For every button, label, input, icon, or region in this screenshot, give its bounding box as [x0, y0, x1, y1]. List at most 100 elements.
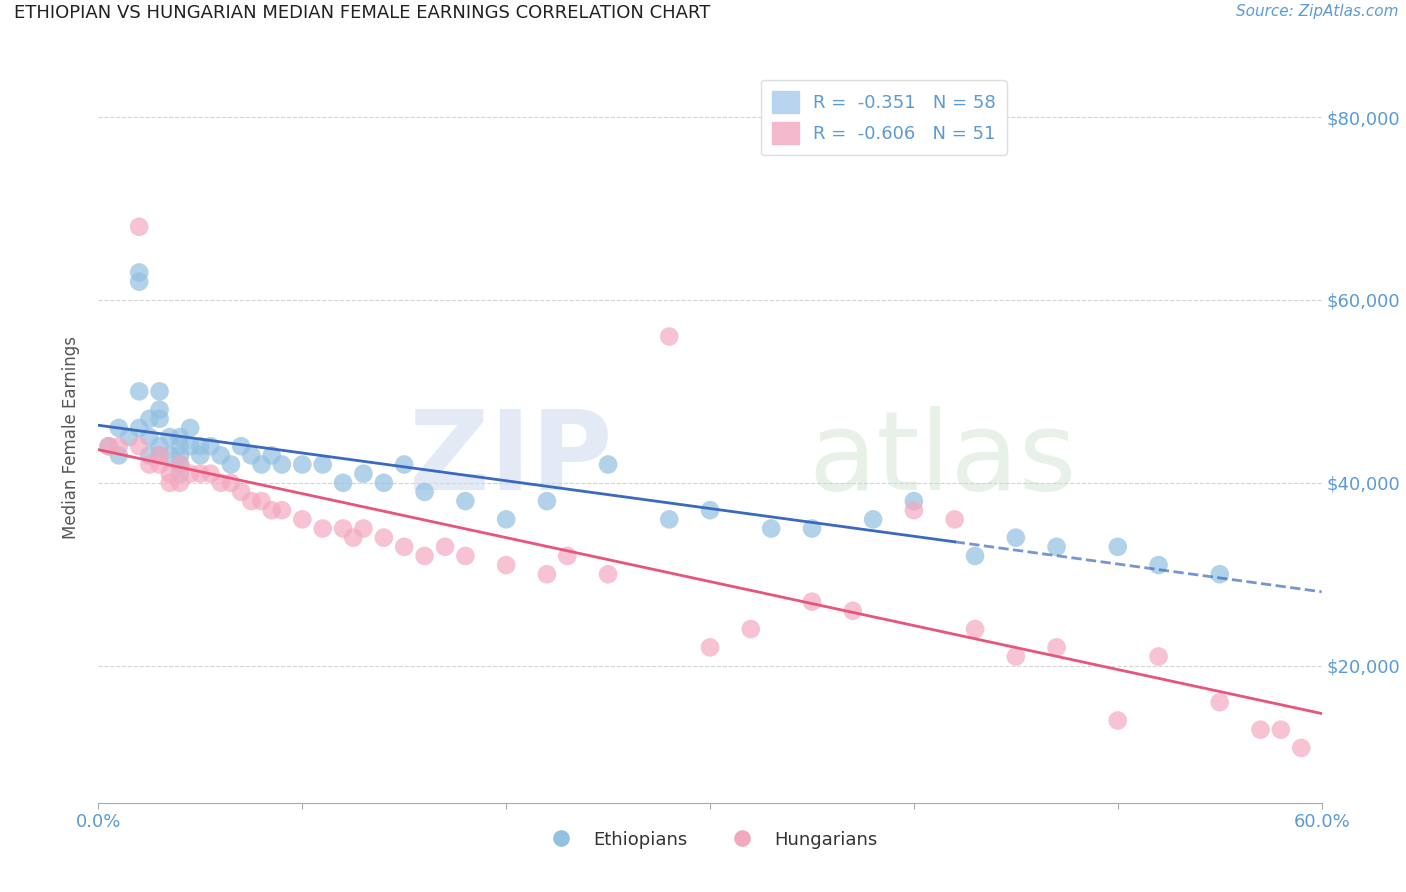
Point	[1045, 640, 1069, 655]
Point	[841, 604, 863, 618]
Point	[108, 421, 131, 435]
Point	[138, 430, 160, 444]
Text: Source: ZipAtlas.com: Source: ZipAtlas.com	[1236, 4, 1399, 20]
Text: ETHIOPIAN VS HUNGARIAN MEDIAN FEMALE EARNINGS CORRELATION CHART: ETHIOPIAN VS HUNGARIAN MEDIAN FEMALE EAR…	[14, 4, 710, 22]
Point	[965, 622, 987, 636]
Point	[169, 458, 191, 472]
Point	[536, 567, 558, 582]
Point	[373, 475, 395, 490]
Point	[495, 512, 517, 526]
Point	[149, 448, 172, 462]
Point	[128, 384, 150, 399]
Point	[270, 458, 294, 472]
Point	[801, 521, 824, 535]
Point	[209, 448, 232, 462]
Point	[128, 439, 150, 453]
Point	[231, 439, 253, 453]
Point	[149, 412, 172, 426]
Point	[352, 521, 374, 535]
Point	[128, 421, 150, 435]
Point	[454, 494, 477, 508]
Point	[1291, 740, 1313, 755]
Point	[291, 458, 314, 472]
Point	[699, 640, 721, 655]
Point	[392, 458, 416, 472]
Point	[658, 512, 681, 526]
Point	[149, 402, 172, 417]
Point	[260, 448, 283, 462]
Point	[138, 412, 160, 426]
Point	[138, 448, 160, 462]
Point	[97, 439, 120, 453]
Point	[801, 594, 824, 608]
Point	[231, 485, 253, 500]
Point	[1209, 695, 1232, 709]
Point	[250, 458, 273, 472]
Point	[434, 540, 457, 554]
Point	[658, 329, 681, 343]
Point	[557, 549, 579, 563]
Point	[1107, 540, 1129, 554]
Point	[179, 467, 201, 481]
Point	[159, 430, 181, 444]
Point	[118, 430, 141, 444]
Point	[495, 558, 517, 573]
Point	[188, 439, 212, 453]
Point	[169, 475, 191, 490]
Point	[179, 421, 201, 435]
Point	[903, 503, 925, 517]
Point	[413, 485, 436, 500]
Point	[1147, 558, 1170, 573]
Point	[200, 439, 222, 453]
Point	[149, 384, 172, 399]
Point	[219, 458, 242, 472]
Text: atlas: atlas	[808, 406, 1077, 513]
Legend: Ethiopians, Hungarians: Ethiopians, Hungarians	[536, 823, 884, 856]
Point	[240, 448, 263, 462]
Point	[312, 458, 335, 472]
Point	[862, 512, 884, 526]
Point	[1004, 531, 1026, 545]
Point	[332, 521, 354, 535]
Point	[291, 512, 314, 526]
Point	[699, 503, 721, 517]
Point	[260, 503, 283, 517]
Point	[352, 467, 374, 481]
Point	[413, 549, 436, 563]
Point	[188, 448, 212, 462]
Point	[454, 549, 477, 563]
Point	[598, 458, 620, 472]
Point	[209, 475, 232, 490]
Point	[1147, 649, 1170, 664]
Point	[240, 494, 263, 508]
Point	[149, 458, 172, 472]
Point	[200, 467, 222, 481]
Point	[108, 448, 131, 462]
Point	[188, 467, 212, 481]
Point	[159, 467, 181, 481]
Point	[332, 475, 354, 490]
Point	[138, 458, 160, 472]
Point	[149, 448, 172, 462]
Point	[219, 475, 242, 490]
Point	[312, 521, 335, 535]
Point	[342, 531, 364, 545]
Point	[128, 275, 150, 289]
Text: ZIP: ZIP	[409, 406, 612, 513]
Point	[1270, 723, 1292, 737]
Point	[169, 439, 191, 453]
Point	[149, 439, 172, 453]
Point	[169, 430, 191, 444]
Point	[1107, 714, 1129, 728]
Point	[128, 219, 150, 234]
Point	[1004, 649, 1026, 664]
Point	[108, 439, 131, 453]
Point	[250, 494, 273, 508]
Point	[373, 531, 395, 545]
Y-axis label: Median Female Earnings: Median Female Earnings	[62, 335, 80, 539]
Point	[392, 540, 416, 554]
Point	[97, 439, 120, 453]
Point	[761, 521, 783, 535]
Point	[1249, 723, 1271, 737]
Point	[128, 266, 150, 280]
